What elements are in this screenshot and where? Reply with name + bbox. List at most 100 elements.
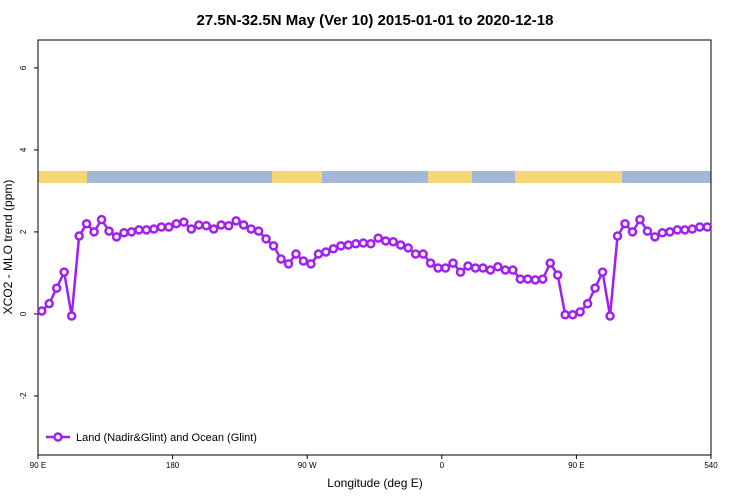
data-point xyxy=(66,311,77,321)
data-point xyxy=(231,216,241,226)
land-strip xyxy=(428,171,472,183)
data-point xyxy=(665,227,675,237)
data-point xyxy=(44,298,54,309)
x-tick-label: 180 xyxy=(166,461,180,470)
data-point xyxy=(380,236,391,246)
data-point xyxy=(179,217,189,227)
data-point xyxy=(328,243,339,254)
data-point xyxy=(343,240,354,250)
data-point xyxy=(545,258,555,268)
data-point xyxy=(672,225,683,235)
data-point xyxy=(246,224,256,234)
data-point xyxy=(455,267,466,277)
data-point xyxy=(223,221,234,231)
y-axis-label: XCO2 - MLO trend (ppm) xyxy=(1,180,15,315)
data-point xyxy=(59,267,69,277)
data-point xyxy=(313,249,324,259)
data-point xyxy=(336,241,346,251)
x-tick-label: 540 xyxy=(704,461,718,470)
data-point xyxy=(538,274,548,284)
data-point xyxy=(276,254,286,264)
data-point xyxy=(81,218,92,229)
data-point xyxy=(164,222,174,232)
data-point xyxy=(448,258,458,268)
chart-title: 27.5N-32.5N May (Ver 10) 2015-01-01 to 2… xyxy=(197,12,554,29)
data-point xyxy=(620,218,630,229)
data-point xyxy=(208,224,219,234)
data-point xyxy=(567,310,578,320)
data-point xyxy=(298,256,309,266)
data-point xyxy=(268,241,279,251)
data-point xyxy=(141,225,152,235)
data-point xyxy=(650,232,660,242)
land-strip xyxy=(38,171,87,183)
data-point xyxy=(283,259,294,269)
plot-frame xyxy=(37,39,712,456)
data-point xyxy=(515,274,526,284)
data-point xyxy=(418,249,428,259)
data-point xyxy=(493,262,503,272)
data-point xyxy=(582,298,593,309)
x-axis-label: Longitude (deg E) xyxy=(327,476,422,490)
data-point xyxy=(89,227,99,237)
data-point xyxy=(111,232,122,242)
data-point xyxy=(388,237,398,247)
data-point xyxy=(119,227,129,238)
data-point xyxy=(485,265,496,275)
data-point xyxy=(627,227,638,237)
data-point xyxy=(530,275,541,285)
data-point xyxy=(291,249,301,259)
data-point xyxy=(680,225,690,235)
data-point xyxy=(612,231,623,241)
data-point xyxy=(605,311,615,321)
data-point xyxy=(657,227,668,238)
data-point xyxy=(702,222,713,232)
data-point xyxy=(597,267,608,277)
x-tick-label: 90 W xyxy=(298,461,317,470)
data-point xyxy=(575,307,585,317)
data-point xyxy=(261,234,271,244)
data-point xyxy=(403,243,413,253)
y-tick-label: 4 xyxy=(19,147,28,152)
legend-marker xyxy=(53,432,63,442)
land-ocean-strip xyxy=(38,171,711,183)
data-point xyxy=(463,261,473,271)
data-point xyxy=(687,224,698,234)
data-point xyxy=(134,225,144,235)
data-point xyxy=(238,220,249,230)
data-point xyxy=(306,259,316,269)
x-tick-label: 0 xyxy=(440,461,445,470)
data-point xyxy=(186,224,197,234)
data-point xyxy=(508,265,518,275)
data-point xyxy=(642,226,653,236)
data-point xyxy=(96,214,107,225)
data-point xyxy=(552,270,563,280)
data-point xyxy=(590,283,600,293)
data-point xyxy=(126,227,137,237)
data-point xyxy=(523,274,533,284)
data-point xyxy=(560,310,570,320)
data-point xyxy=(171,218,182,229)
land-strip xyxy=(515,171,622,183)
data-point xyxy=(373,233,383,243)
data-point xyxy=(358,238,369,248)
data-point xyxy=(695,222,705,232)
series-line xyxy=(40,217,708,317)
data-point xyxy=(51,283,62,293)
data-point xyxy=(351,239,361,249)
data-point xyxy=(395,240,406,250)
y-tick-label: 0 xyxy=(19,311,28,316)
data-point xyxy=(440,263,451,273)
data-point xyxy=(366,239,376,249)
x-tick-label: 90 E xyxy=(568,461,584,470)
x-tick-label: 90 E xyxy=(30,461,46,470)
data-point xyxy=(253,226,264,236)
data-point xyxy=(201,221,211,231)
data-point xyxy=(104,226,114,236)
data-point xyxy=(156,222,167,232)
y-tick-label: 2 xyxy=(19,229,28,234)
y-tick-label: -2 xyxy=(19,392,28,400)
y-tick-label: 6 xyxy=(19,65,28,70)
